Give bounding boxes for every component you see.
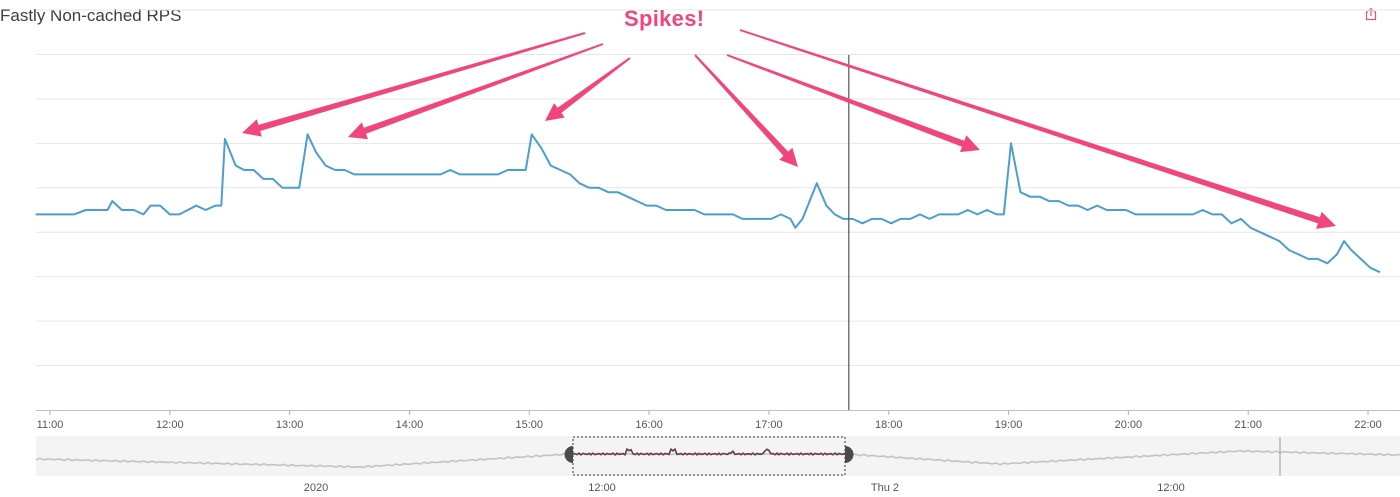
grid-lines bbox=[36, 9, 1400, 367]
navigator-selected-line bbox=[572, 447, 846, 457]
x-tick-label: 18:00 bbox=[875, 419, 903, 431]
spike-arrows bbox=[242, 29, 1336, 229]
x-tick-label: 21:00 bbox=[1234, 419, 1262, 431]
spike-arrow bbox=[545, 57, 631, 121]
navigator-ticks: 2020 12:00 Thu 2 12:00 bbox=[304, 482, 1185, 494]
navigator-tick-label: Thu 2 bbox=[871, 482, 899, 494]
spike-arrow bbox=[739, 29, 1336, 229]
x-axis-ticks: 11:00 12:00 13:00 14:00 15:00 16:00 17:00 18:00… bbox=[37, 410, 1382, 431]
navigator-left-handle[interactable] bbox=[564, 446, 574, 463]
x-tick-label: 11:00 bbox=[37, 419, 64, 431]
x-tick-label: 15:00 bbox=[516, 419, 544, 431]
spike-arrow bbox=[726, 54, 980, 153]
spike-arrow bbox=[242, 32, 586, 137]
navigator-right-handle[interactable] bbox=[845, 446, 854, 463]
x-tick-label: 17:00 bbox=[755, 419, 783, 431]
spikes-annotation: Spikes! bbox=[624, 6, 705, 31]
navigator-tick-label: 12:00 bbox=[1157, 482, 1185, 494]
series-line bbox=[35, 133, 1381, 274]
x-tick-label: 22:00 bbox=[1354, 419, 1382, 431]
spike-arrow bbox=[694, 54, 798, 167]
x-tick-label: 20:00 bbox=[1115, 419, 1143, 431]
x-tick-label: 14:00 bbox=[396, 419, 424, 431]
chart-title: Fastly Non-cached RPS bbox=[0, 6, 182, 25]
spike-arrow bbox=[348, 43, 604, 140]
x-tick-label: 12:00 bbox=[156, 419, 184, 431]
x-tick-label: 16:00 bbox=[635, 419, 663, 431]
navigator-tick-label: 2020 bbox=[304, 482, 328, 494]
navigator-background bbox=[36, 436, 1400, 476]
x-tick-label: 13:00 bbox=[276, 419, 304, 431]
navigator: 2020 12:00 Thu 2 12:00 bbox=[35, 436, 1400, 494]
x-tick-label: 19:00 bbox=[995, 419, 1023, 431]
navigator-tick-label: 12:00 bbox=[588, 482, 616, 494]
